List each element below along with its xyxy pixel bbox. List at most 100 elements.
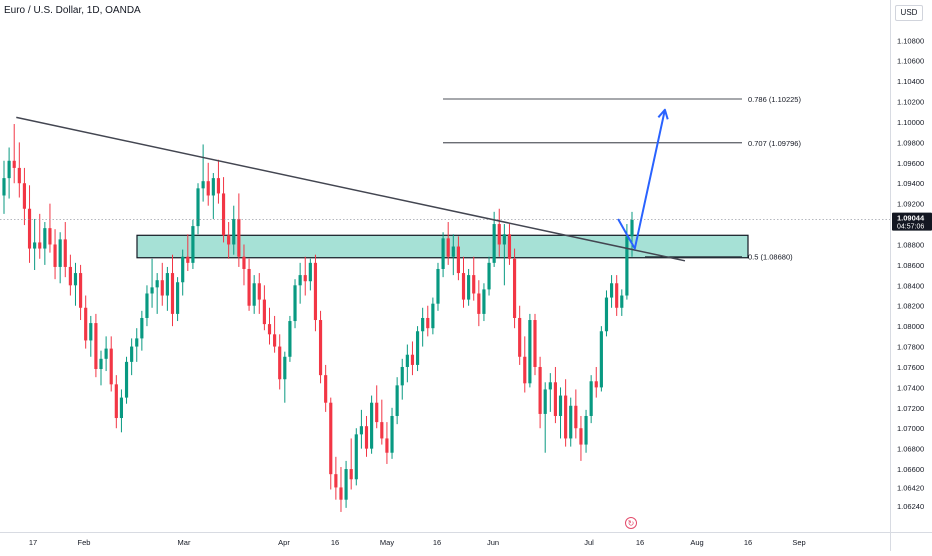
candle[interactable] [548,373,552,412]
symbol-title[interactable]: Euro / U.S. Dollar, 1D, OANDA [4,5,141,16]
candle[interactable] [196,183,200,235]
candle[interactable] [538,356,542,429]
candle[interactable] [349,438,353,490]
candle[interactable] [22,167,27,226]
candle[interactable] [114,375,118,429]
candle[interactable] [364,415,369,457]
candle[interactable] [395,377,399,425]
candle[interactable] [334,456,338,500]
candle[interactable] [318,310,323,384]
candle[interactable] [339,467,343,512]
candle[interactable] [558,387,563,439]
candle[interactable] [298,262,302,304]
candle[interactable] [487,256,491,296]
candle[interactable] [43,222,47,265]
candle[interactable] [48,203,52,253]
candle[interactable] [186,234,190,272]
candle[interactable] [405,344,409,383]
candle[interactable] [181,249,185,296]
chart-plot-area[interactable]: 0.786 (1.10225) 0.707 (1.09796) 0.5 (1.086… [0,0,890,532]
candle[interactable] [124,356,129,404]
candle[interactable] [73,262,78,306]
candle[interactable] [497,208,501,257]
candle[interactable] [502,224,506,286]
candle[interactable] [625,224,629,300]
candle[interactable] [518,305,522,365]
candle[interactable] [89,315,93,357]
candle[interactable] [17,142,21,198]
candle[interactable] [523,336,527,393]
candle[interactable] [99,350,103,386]
candle[interactable] [211,173,215,219]
candle[interactable] [227,222,231,259]
candle[interactable] [451,234,455,276]
candle[interactable] [170,254,175,327]
candle[interactable] [461,256,466,308]
candle[interactable] [410,341,415,376]
candle[interactable] [237,193,241,267]
candle[interactable] [68,254,72,296]
candle[interactable] [84,295,88,349]
clock-replay-icon[interactable]: ↻ [625,517,637,529]
candle[interactable] [206,162,210,206]
candle[interactable] [53,229,57,280]
candle[interactable] [482,283,486,322]
candle[interactable] [150,258,154,308]
candle[interactable] [421,307,425,347]
candle[interactable] [344,460,348,508]
candle[interactable] [288,315,292,362]
trendline[interactable] [16,116,686,262]
candle[interactable] [620,289,624,316]
candle[interactable] [589,375,593,424]
current-price-badge[interactable] [892,212,932,231]
candle[interactable] [33,218,37,270]
candle[interactable] [609,275,614,308]
candle[interactable] [79,264,83,321]
candle[interactable] [431,297,435,335]
candle[interactable] [313,254,318,332]
candle[interactable] [472,256,476,301]
candle[interactable] [436,262,440,311]
candle[interactable] [201,144,205,202]
candle[interactable] [415,326,420,372]
candle[interactable] [543,382,547,453]
candle[interactable] [58,232,62,284]
candle[interactable] [38,213,42,259]
candle[interactable] [467,268,471,306]
candle[interactable] [599,326,603,392]
candle[interactable] [512,248,517,329]
time-axis[interactable]: 17 Feb Mar Apr 16 May 16 Jun Jul 16 Aug 16 Sep [0,532,890,551]
candle[interactable] [584,409,588,453]
candle[interactable] [221,177,226,243]
candle[interactable] [278,334,282,390]
candle[interactable] [303,256,307,296]
candle[interactable] [267,307,272,345]
candle[interactable] [390,407,394,459]
candle[interactable] [283,351,287,403]
candle[interactable] [446,222,450,265]
candle[interactable] [94,313,98,378]
candle[interactable] [12,124,16,184]
candle[interactable] [507,224,512,265]
candle[interactable] [569,397,573,447]
candle[interactable] [426,305,430,337]
candle[interactable] [385,422,389,464]
candle[interactable] [574,389,578,439]
currency-selector[interactable]: USD [895,5,923,21]
candle[interactable] [262,285,266,331]
candle[interactable] [252,275,256,314]
candle[interactable] [109,336,113,392]
candle[interactable] [441,232,445,278]
candle[interactable] [135,328,139,362]
candle[interactable] [324,364,328,412]
candle[interactable] [7,147,11,199]
candle[interactable] [130,338,134,376]
candle[interactable] [329,397,333,490]
candle[interactable] [232,205,236,255]
candle[interactable] [242,244,246,286]
candle[interactable] [354,428,358,486]
candle[interactable] [155,273,159,314]
candle[interactable] [533,313,537,376]
candle[interactable] [370,395,374,454]
candle[interactable] [456,236,460,281]
